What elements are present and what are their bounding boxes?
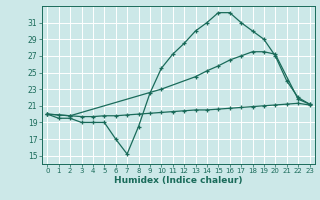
X-axis label: Humidex (Indice chaleur): Humidex (Indice chaleur) bbox=[114, 176, 243, 185]
